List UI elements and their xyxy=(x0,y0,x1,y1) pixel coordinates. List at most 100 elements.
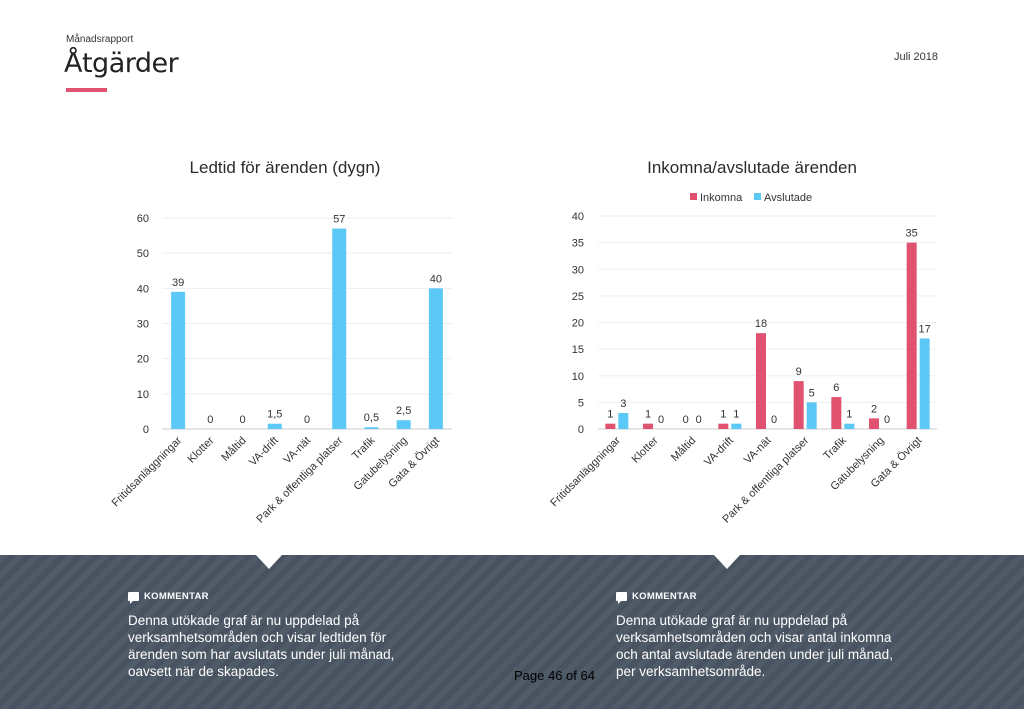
data-label: 57 xyxy=(333,214,345,226)
data-label: 2,5 xyxy=(396,405,411,417)
data-label: 0 xyxy=(771,414,777,426)
bar xyxy=(731,423,742,429)
bar xyxy=(793,381,804,429)
data-label: 17 xyxy=(919,323,931,335)
y-tick-label: 40 xyxy=(137,283,149,295)
data-label: 9 xyxy=(796,366,802,378)
x-tick-label: Fritidsanläggningar xyxy=(548,434,623,509)
x-tick-label: VA-drift xyxy=(247,435,281,469)
comment-heading: KOMMENTAR xyxy=(616,591,916,604)
y-tick-label: 10 xyxy=(572,371,584,383)
x-tick-label: VA-nät xyxy=(281,435,313,467)
bar xyxy=(643,423,653,429)
data-label: 0 xyxy=(239,414,245,426)
report-date: Juli 2018 xyxy=(893,51,938,63)
bar xyxy=(618,413,629,429)
x-tick-label: VA-drift xyxy=(702,435,736,469)
legend-label: Avslutade xyxy=(764,192,812,204)
data-label: 1,5 xyxy=(267,409,282,421)
bar xyxy=(831,397,842,429)
bar xyxy=(844,423,855,429)
chart-title: Ledtid för ärenden (dygn) xyxy=(190,158,381,177)
data-label: 0 xyxy=(884,414,890,426)
callout-notch-right xyxy=(714,555,740,569)
y-tick-label: 20 xyxy=(137,354,149,366)
incoming-closed-chart: Inkomna/avslutade ärenden 05101520253035… xyxy=(548,158,937,526)
page-number: Page 46 of 64 xyxy=(514,668,595,683)
data-label: 5 xyxy=(809,387,815,399)
comment-icon xyxy=(128,592,139,604)
lead-time-chart: Ledtid för ärenden (dygn) 0 10 20 30 40 50 60 3… xyxy=(110,158,452,526)
data-label: 6 xyxy=(833,382,839,394)
x-tick-label: Måltid xyxy=(669,435,698,464)
data-label: 18 xyxy=(755,318,767,330)
comment-section xyxy=(0,555,1024,709)
data-label: 1 xyxy=(733,409,739,421)
data-label: 0 xyxy=(207,414,213,426)
y-tick-label: 0 xyxy=(578,424,584,436)
y-tick-label: 50 xyxy=(137,248,149,260)
page-title: Åtgärder xyxy=(64,48,179,79)
x-tick-label: VA-nät xyxy=(742,435,774,467)
bar xyxy=(332,228,347,429)
legend-swatch xyxy=(690,193,697,200)
x-tick-label: Måltid xyxy=(219,435,248,464)
y-tick-label: 25 xyxy=(572,291,584,303)
comment-text: Denna utökade graf är nu uppdelad på ver… xyxy=(616,613,893,679)
x-tick-label: Klotter xyxy=(185,434,216,465)
chart-title: Inkomna/avslutade ärenden xyxy=(647,158,857,177)
legend-swatch xyxy=(754,193,761,200)
data-label: 40 xyxy=(430,273,442,285)
bar xyxy=(869,418,879,429)
bar xyxy=(396,420,411,429)
title-underline xyxy=(66,88,107,92)
y-tick-label: 60 xyxy=(137,213,149,225)
bar xyxy=(428,288,443,429)
comment-text: Denna utökade graf är nu uppdelad på ver… xyxy=(128,613,395,679)
callout-notch-left xyxy=(256,555,282,569)
y-tick-label: 30 xyxy=(137,319,149,331)
bar xyxy=(718,423,729,429)
bar xyxy=(605,423,616,429)
x-tick-label: Trafik xyxy=(821,434,849,462)
page-supertitle: Månadsrapport xyxy=(66,34,134,45)
data-label: 39 xyxy=(172,277,184,289)
data-label: 0 xyxy=(304,414,310,426)
bar xyxy=(906,242,917,429)
data-label: 0 xyxy=(696,414,702,426)
data-label: 0 xyxy=(658,414,664,426)
bar xyxy=(267,423,282,429)
bar xyxy=(919,338,930,429)
data-label: 35 xyxy=(906,228,918,240)
y-tick-label: 40 xyxy=(572,211,584,223)
y-tick-label: 35 xyxy=(572,238,584,250)
comment-icon xyxy=(616,592,627,604)
x-tick-label: Fritidsanläggningar xyxy=(110,434,185,509)
x-tick-label: Trafik xyxy=(350,434,378,462)
data-label: 1 xyxy=(645,409,651,421)
y-tick-label: 20 xyxy=(572,318,584,330)
bar xyxy=(364,427,379,429)
y-tick-label: 5 xyxy=(578,397,584,409)
bar xyxy=(171,291,186,429)
bar xyxy=(806,402,817,429)
comment-heading-label: KOMMENTAR xyxy=(144,591,209,602)
x-tick-label: Klotter xyxy=(630,434,661,465)
y-tick-label: 15 xyxy=(572,344,584,356)
data-label: 1 xyxy=(720,409,726,421)
legend-label: Inkomna xyxy=(700,192,743,204)
y-tick-label: 10 xyxy=(137,389,149,401)
data-label: 2 xyxy=(871,403,877,415)
comment-right: KOMMENTAR Denna utökade graf är nu uppde… xyxy=(616,591,916,680)
bar xyxy=(756,333,766,429)
data-label: 3 xyxy=(620,398,626,410)
comment-left: KOMMENTAR Denna utökade graf är nu uppde… xyxy=(128,591,428,680)
data-label: 0,5 xyxy=(364,412,379,424)
comment-heading-label: KOMMENTAR xyxy=(632,591,697,602)
y-tick-label: 30 xyxy=(572,264,584,276)
data-label: 0 xyxy=(683,414,689,426)
data-label: 1 xyxy=(846,409,852,421)
y-tick-label: 0 xyxy=(143,424,149,436)
comment-heading: KOMMENTAR xyxy=(128,591,428,604)
data-label: 1 xyxy=(607,409,613,421)
